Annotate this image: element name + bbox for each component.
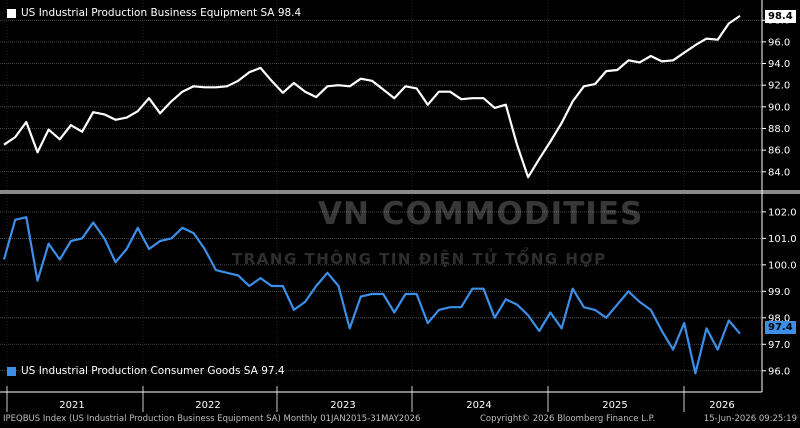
footer-ticker-description: IPEQBUS Index (US Industrial Production … (3, 414, 421, 424)
x-tick-label: 2021 (59, 400, 84, 411)
y-tick-label: 86.0 (768, 146, 790, 157)
y-tick-label: 94.0 (768, 59, 790, 70)
legend-swatch-white (7, 8, 16, 18)
chart-lines (2, 14, 741, 375)
last-value-badge-consumer-goods: 97.4 (765, 321, 796, 334)
y-tick-label: 100.0 (768, 260, 797, 271)
y-tick-label: 96.0 (768, 37, 790, 48)
y-tick-label: 102.0 (768, 207, 797, 218)
y-tick-label: 92.0 (768, 81, 790, 92)
y-tick-label: 97.0 (768, 340, 790, 351)
y-tick-label: 84.0 (768, 167, 790, 178)
x-tick-label: 2026 (709, 400, 734, 411)
last-value-badge-business-equipment: 98.4 (765, 10, 796, 23)
y-tick-label: 99.0 (768, 287, 790, 298)
panel-separator (0, 190, 800, 194)
legend-label-consumer-goods: US Industrial Production Consumer Goods … (21, 365, 285, 377)
series-line-business-equipment (3, 14, 741, 179)
y-tick-label: 101.0 (768, 234, 797, 245)
y-tick-label: 96.0 (768, 366, 790, 377)
chart-axes: 84.0 86.0 88.0 90.0 92.0 94.0 96.0 98.0 96.0 97.0… (0, 0, 800, 412)
footer-copyright: Copyright© 2026 Bloomberg Finance L.P. (480, 414, 656, 424)
footer-timestamp: 15-Jun-2026 09:25:19 (703, 414, 797, 424)
series-line-consumer-goods (2, 216, 741, 375)
legend-label-business-equipment: US Industrial Production Business Equipm… (21, 7, 302, 19)
x-tick-label: 2022 (195, 400, 220, 411)
x-tick-label: 2024 (466, 400, 491, 411)
x-tick-label: 2023 (330, 400, 355, 411)
y-tick-label: 98.0 (768, 313, 790, 324)
y-tick-label: 88.0 (768, 124, 790, 135)
legend-swatch-blue (7, 366, 16, 376)
x-tick-label: 2025 (602, 400, 627, 411)
legend-consumer-goods: US Industrial Production Consumer Goods … (7, 365, 285, 377)
y-tick-label: 90.0 (768, 102, 790, 113)
legend-business-equipment: US Industrial Production Business Equipm… (7, 7, 301, 19)
